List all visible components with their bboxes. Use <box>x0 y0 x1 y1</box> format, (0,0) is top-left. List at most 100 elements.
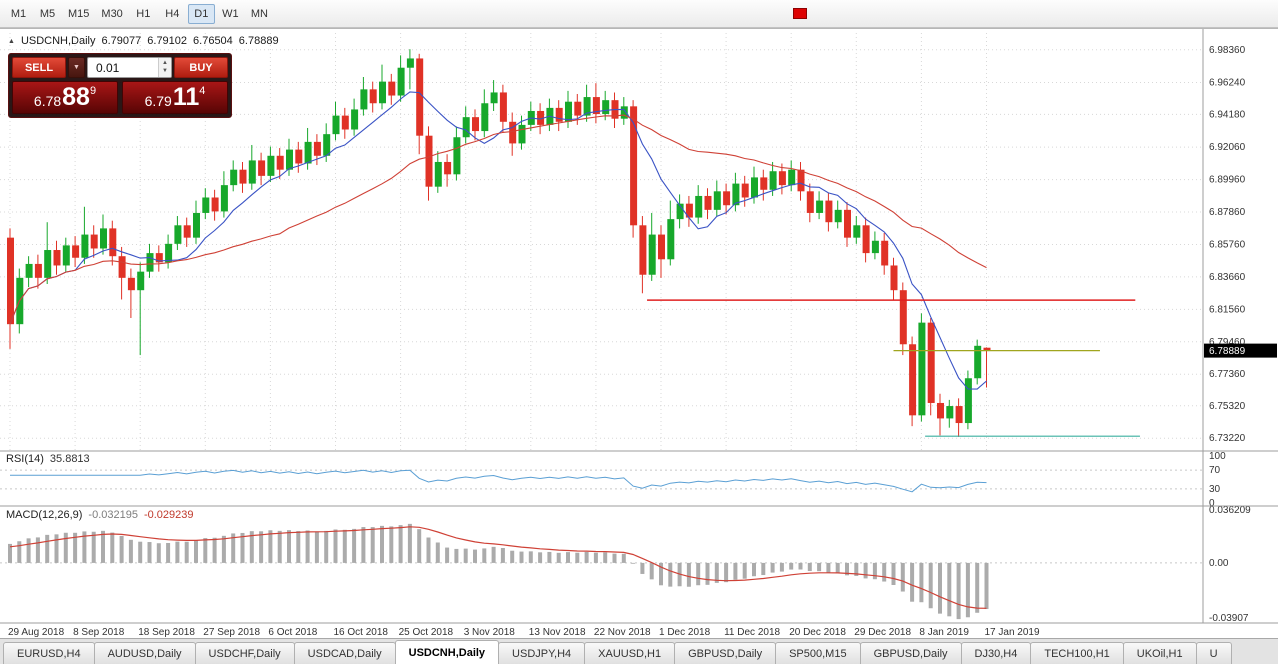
macd-signal-value: -0.029239 <box>143 509 194 521</box>
buy-price-pips: 11 <box>172 83 200 112</box>
chart-tab-sp500-m15[interactable]: SP500,M15 <box>775 642 861 664</box>
price-axis-label: 6.87860 <box>1209 207 1246 218</box>
chart-tabs-bar: EURUSD,H4 AUDUSD,Daily USDCHF,Daily USDCAD,… <box>0 638 1278 664</box>
volume-dropdown-button[interactable]: ▼ <box>68 57 85 78</box>
date-axis-label: 29 Aug 2018 <box>8 627 65 638</box>
chart-tab-xauusd-h1[interactable]: XAUUSD,H1 <box>584 642 676 664</box>
chart-tab-usdjpy-h4[interactable]: USDJPY,H4 <box>498 642 586 664</box>
volume-value[interactable]: 0.01 <box>96 61 120 75</box>
timeframe-toolbar: M1 M5 M15 M30 H1 H4 D1 W1 MN <box>0 0 1278 28</box>
rsi-name: RSI(14) <box>6 453 44 465</box>
date-axis-label: 20 Dec 2018 <box>789 627 846 638</box>
chart-tab-usdchf-daily[interactable]: USDCHF,Daily <box>194 642 295 664</box>
rsi-scale-label: 0 <box>1209 498 1215 509</box>
rsi-scale-label: 30 <box>1209 484 1221 495</box>
volume-field[interactable]: 0.01 ▲ ▼ <box>87 57 172 78</box>
timeframe-button-group: M1 M5 M15 M30 H1 H4 D1 W1 MN <box>4 3 274 24</box>
chart-tab-usdcad-daily[interactable]: USDCAD,Daily <box>293 642 396 664</box>
chart-tab-eurusd-h4[interactable]: EURUSD,H4 <box>3 642 95 664</box>
trade-panel-controls-row: SELL ▼ 0.01 ▲ ▼ BUY <box>12 57 228 78</box>
moving-averages-layer <box>9 91 987 390</box>
ohlc-low-value: 6.76504 <box>193 35 233 47</box>
date-axis-label: 1 Dec 2018 <box>659 627 711 638</box>
chart-tab-usdcnh-daily[interactable]: USDCNH,Daily <box>394 640 500 664</box>
chart-tab-ukoil-h1[interactable]: UKOil,H1 <box>1122 642 1197 664</box>
buy-price-point: 4 <box>199 85 206 97</box>
price-axis-label: 6.77360 <box>1209 369 1246 380</box>
chart-tab-u[interactable]: U <box>1195 642 1232 664</box>
date-axis-label: 29 Dec 2018 <box>854 627 911 638</box>
candles-layer <box>7 49 991 437</box>
macd-indicator-label: MACD(12,26,9) -0.032195 -0.029239 <box>6 509 194 521</box>
one-click-trade-panel: SELL ▼ 0.01 ▲ ▼ BUY 6.78 88 9 <box>8 53 232 118</box>
macd-name: MACD(12,26,9) <box>6 509 83 521</box>
trade-panel-prices-row: 6.78 88 9 6.79 11 4 <box>12 81 228 114</box>
sell-price-display[interactable]: 6.78 88 9 <box>12 81 118 114</box>
date-axis-label: 13 Nov 2018 <box>529 627 586 638</box>
chart-title: ▲ USDCNH,Daily 6.79077 6.79102 6.76504 6… <box>8 35 279 47</box>
chart-tab-gbpusd-daily[interactable]: GBPUSD,Daily <box>674 642 777 664</box>
volume-increase-icon[interactable]: ▲ <box>162 60 168 67</box>
date-axis-label: 6 Oct 2018 <box>268 627 317 638</box>
ohlc-open-value: 6.79077 <box>101 35 142 47</box>
rsi-scale-label: 70 <box>1209 465 1221 476</box>
buy-price-big: 6.79 <box>144 93 172 110</box>
price-axis-label: 6.73220 <box>1209 433 1246 444</box>
macd-scale-label: 0.00 <box>1209 558 1229 569</box>
ohlc-close-value: 6.78889 <box>238 35 279 47</box>
buy-price-display[interactable]: 6.79 11 4 <box>122 81 228 114</box>
ohlc-high-value: 6.79102 <box>147 35 188 47</box>
price-axis-label: 6.96240 <box>1209 78 1246 89</box>
chart-collapse-icon[interactable]: ▲ <box>8 37 15 45</box>
buy-button[interactable]: BUY <box>174 57 228 78</box>
timeframe-button-m30[interactable]: M30 <box>101 7 123 20</box>
sell-price-point: 9 <box>89 85 97 97</box>
date-axis-label: 22 Nov 2018 <box>594 627 651 638</box>
panel-frames <box>0 29 1278 624</box>
rsi-indicator-label: RSI(14) 35.8813 <box>6 453 90 465</box>
macd-panel: 0.036209 0.00 -0.03907 <box>0 505 1251 624</box>
date-axis-label: 11 Dec 2018 <box>724 627 780 638</box>
sell-button[interactable]: SELL <box>12 57 66 78</box>
timeframe-button-w1[interactable]: W1 <box>222 7 239 20</box>
chart-canvas[interactable]: 100 70 30 00.036209 0.00 -0.03907 6.98360 6.962… <box>0 29 1278 639</box>
date-axis-label: 8 Jan 2019 <box>919 627 969 638</box>
timeframe-button-m15[interactable]: M15 <box>68 7 90 20</box>
macd-scale-label: -0.03907 <box>1209 613 1249 624</box>
date-axis-label: 8 Sep 2018 <box>73 627 125 638</box>
timeframe-button-h1[interactable]: H1 <box>136 7 151 20</box>
rsi-panel: 100 70 30 0 <box>0 451 1226 509</box>
price-axis-label: 6.94180 <box>1209 109 1246 120</box>
timeframe-button-m1[interactable]: M1 <box>10 7 27 20</box>
macd-scale-label: 0.036209 <box>1209 505 1251 516</box>
panel-separator-rsi[interactable] <box>0 449 1278 454</box>
hline-objects-layer <box>647 299 1140 437</box>
chart-tab-gbpusd-daily[interactable]: GBPUSD,Daily <box>859 642 962 664</box>
date-axis-label: 17 Jan 2019 <box>985 627 1040 638</box>
timeframe-button-m5[interactable]: M5 <box>39 7 56 20</box>
date-axis-label: 18 Sep 2018 <box>138 627 195 638</box>
chart-tab-dj30-h4[interactable]: DJ30,H4 <box>960 642 1032 664</box>
panel-separator-macd[interactable] <box>0 504 1278 509</box>
macd-main-value: -0.032195 <box>88 509 138 521</box>
timeframe-button-d1[interactable]: D1 <box>187 3 215 24</box>
price-axis[interactable]: 6.98360 6.96240 6.94180 6.92060 6.89960 6.878… <box>1209 45 1246 444</box>
rsi-value: 35.8813 <box>49 453 90 465</box>
date-axis-label: 27 Sep 2018 <box>203 627 260 638</box>
price-axis-label: 6.98360 <box>1209 45 1246 56</box>
chevron-down-icon: ▼ <box>73 64 80 71</box>
red-marker-icon <box>793 8 807 19</box>
date-axis[interactable]: 29 Aug 2018 8 Sep 2018 18 Sep 2018 27 Sep 2… <box>8 627 1040 638</box>
chart-tab-tech100-h1[interactable]: TECH100,H1 <box>1030 642 1124 664</box>
timeframe-button-h4[interactable]: H4 <box>165 7 180 20</box>
price-axis-label: 6.92060 <box>1209 142 1246 153</box>
volume-decrease-icon[interactable]: ▼ <box>162 67 168 74</box>
date-axis-label: 3 Nov 2018 <box>464 627 516 638</box>
current-price-value: 6.78889 <box>1209 346 1246 357</box>
sell-price-big: 6.78 <box>33 93 62 110</box>
price-axis-label: 6.89960 <box>1209 175 1246 186</box>
price-axis-label: 6.85760 <box>1209 239 1246 250</box>
chart-tab-audusd-daily[interactable]: AUDUSD,Daily <box>93 642 196 664</box>
timeframe-button-mn[interactable]: MN <box>250 7 268 20</box>
